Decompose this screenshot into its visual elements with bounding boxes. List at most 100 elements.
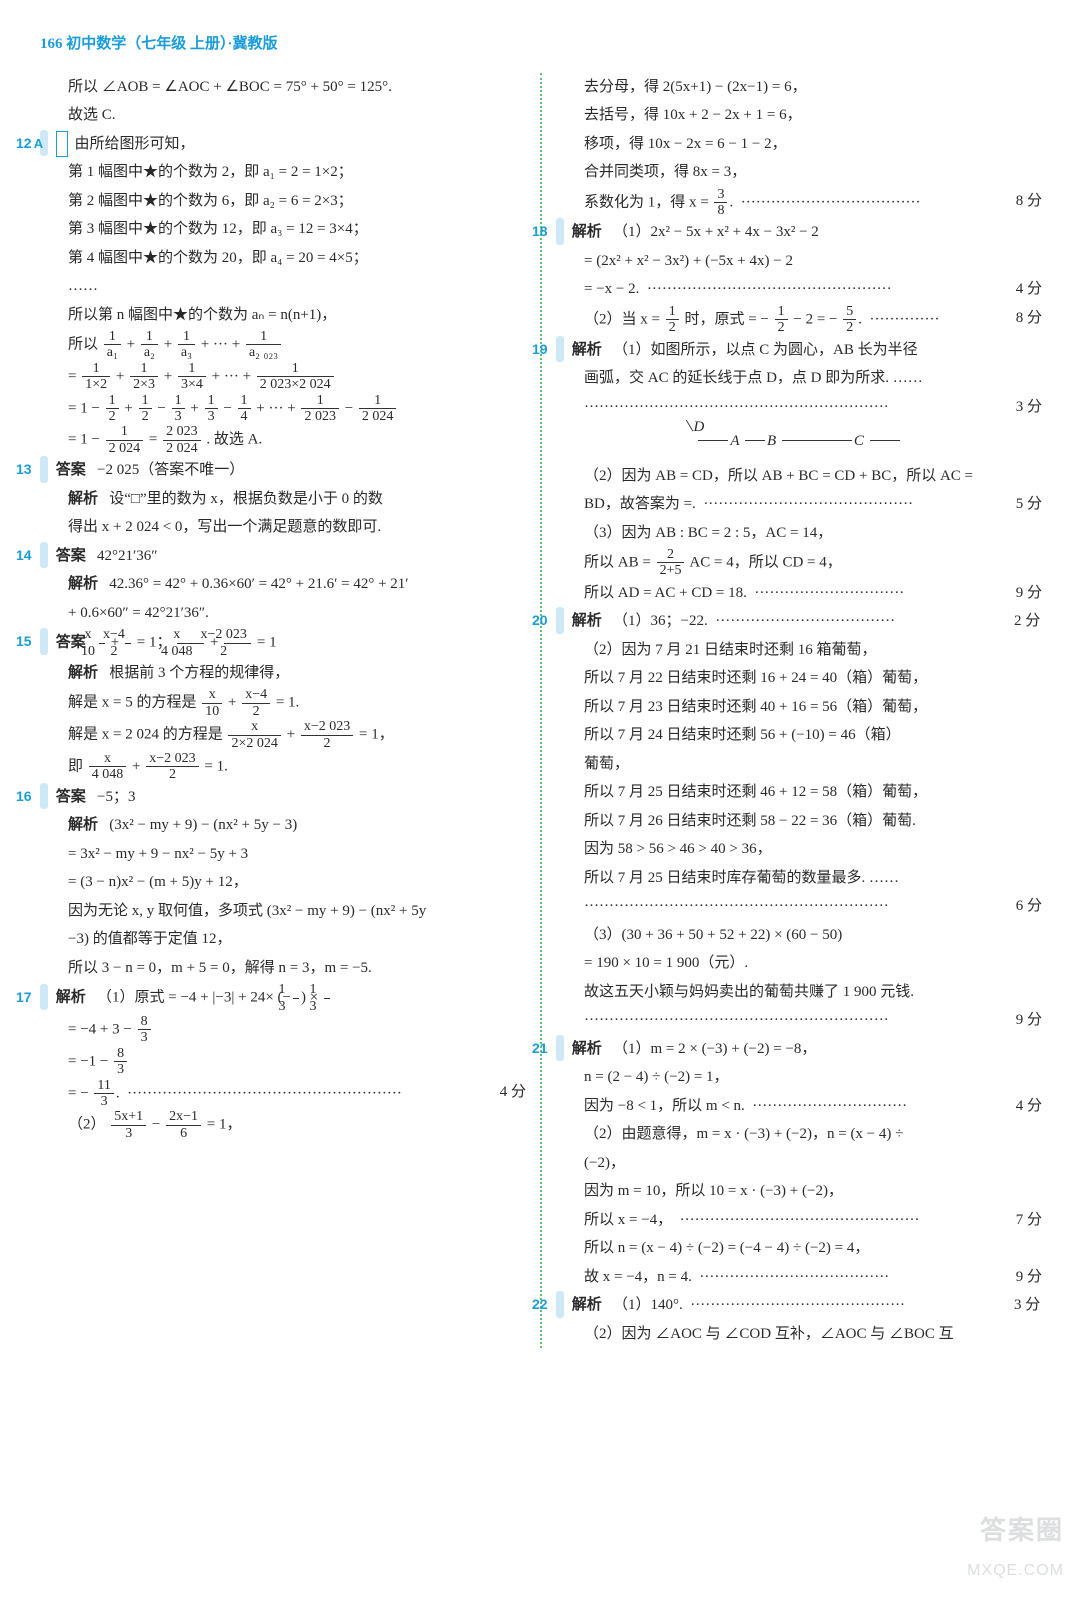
text-line: = 190 × 10 = 1 900（元）. xyxy=(556,949,1042,978)
score: 4 分 xyxy=(1016,275,1042,304)
text-line: 所以 7 月 22 日结束时还剩 16 + 24 = 40（箱）葡萄， xyxy=(556,664,1042,693)
text-line: 故 x = −4，n = 4. ························… xyxy=(556,1263,1042,1292)
text: 因为 −8 < 1，所以 m < n. xyxy=(584,1098,745,1114)
text: = xyxy=(149,432,161,448)
watermark-url: MXQE.COM xyxy=(967,1556,1064,1586)
text-line: 画弧，交 AC 的延长线于点 D，点 D 即为所求. …… xyxy=(556,364,1042,393)
text: 所以 x = −4， xyxy=(584,1212,672,1228)
text-line: BD，故答案为 =. ·····························… xyxy=(556,490,1042,519)
text-line: （3）因为 AB : BC = 2 : 5，AC = 14， xyxy=(556,519,1042,548)
question-number: 19 xyxy=(556,336,564,363)
formula-line: 所以 1a₁ + 1a₂ + 1a₃ + ··· + 1a₂ ₀₂₃ xyxy=(40,329,526,361)
text-line: 移项，得 10x − 2x = 6 − 1 − 2， xyxy=(556,130,1042,159)
text: = 1 − xyxy=(68,432,104,448)
q22: 22 解析 （1）140°. ·························… xyxy=(556,1291,1042,1320)
question-number: 21 xyxy=(556,1035,564,1062)
text: （1）如图所示，以点 C 为圆心，AB 长为半径 xyxy=(613,342,918,358)
question-number: 15 xyxy=(40,628,48,655)
text: 系数化为 1，得 x = xyxy=(584,194,712,210)
text: 所以 AD = AC + CD = 18. xyxy=(584,585,747,601)
formula-line: = −1 − 83 xyxy=(40,1046,526,1078)
question-number: 13 xyxy=(40,456,48,483)
formula-line: 解是 x = 5 的方程是 x10 + x−42 = 1. xyxy=(40,687,526,719)
question-number: 20 xyxy=(556,607,564,634)
text-line: 葡萄， xyxy=(556,750,1042,779)
text: 所以 xyxy=(68,336,102,352)
text: −2 025（答案不唯一） xyxy=(97,462,244,478)
answer-label: 答案 xyxy=(56,548,86,564)
text: BD，故答案为 =. xyxy=(584,496,696,512)
text: = −4 + 3 − xyxy=(68,1021,136,1037)
formula-line: 解是 x = 2 024 的方程是 x2×2 024 + x−2 0232 = … xyxy=(40,719,526,751)
score: 4 分 xyxy=(500,1078,526,1107)
text-line: （2）因为 7 月 21 日结束时还剩 16 箱葡萄， xyxy=(556,636,1042,665)
text-line: 因为 58 > 56 > 46 > 40 > 36， xyxy=(556,835,1042,864)
analysis-label: 解析 xyxy=(572,342,602,358)
formula-line: = 1 − 12 + 12 − 13 + 13 − 14 + ··· + 12 … xyxy=(40,393,526,425)
text-line: 第 3 幅图中★的个数为 12，即 a₃ = 12 = 3×4； xyxy=(40,215,526,244)
text-line: 第 2 幅图中★的个数为 6，即 a₂ = 6 = 2×3； xyxy=(40,187,526,216)
right-column: 去分母，得 2(5x+1) − (2x−1) = 6， 去括号，得 10x + … xyxy=(542,73,1042,1349)
formula-line: 即 x4 048 + x−2 0232 = 1. xyxy=(40,751,526,783)
text-line: + 0.6×60″ = 42°21′36″. xyxy=(40,599,526,628)
text-line: （2）因为 AB = CD，所以 AB + BC = CD + BC，所以 AC… xyxy=(556,462,1042,491)
question-number: 14 xyxy=(40,542,48,569)
score: 6 分 xyxy=(1016,892,1042,921)
answer-label: 答案 xyxy=(56,462,86,478)
text-line: = (2x² + x² − 3x²) + (−5x + 4x) − 2 xyxy=(556,247,1042,276)
text-line: 所以 ∠AOB = ∠AOC + ∠BOC = 75° + 50° = 125°… xyxy=(40,73,526,102)
text-line: ········································… xyxy=(556,1006,1042,1035)
text: − 2 = − xyxy=(793,311,841,327)
text: AC = 4，所以 CD = 4， xyxy=(689,554,841,570)
text-line: = (3 − n)x² − (m + 5)y + 12， xyxy=(40,868,526,897)
watermark-title: 答案圈 xyxy=(967,1506,1064,1555)
text-line: 所以 AD = AC + CD = 18. ··················… xyxy=(556,579,1042,608)
text-line: （2）由题意得，m = x · (−3) + (−2)，n = (x − 4) … xyxy=(556,1120,1042,1149)
text: 由所给图形可知， xyxy=(75,136,195,152)
text: （2）当 x = xyxy=(584,311,664,327)
analysis-label: 解析 xyxy=(572,1297,602,1313)
analysis-label: 解析 xyxy=(572,224,602,240)
text-line: 第 4 幅图中★的个数为 20，即 a₄ = 20 = 4×5； xyxy=(40,244,526,273)
text: （1）2x² − 5x + x² + 4x − 3x² − 2 xyxy=(613,224,819,240)
text-line: = −x − 2. ······························… xyxy=(556,275,1042,304)
geometry-figure: ⟍D A B C xyxy=(556,427,1042,456)
formula-line: （2）当 x = 12 时，原式 = − 12 − 2 = − 52. ····… xyxy=(556,304,1042,336)
text-line: 解析 42.36° = 42° + 0.36×60′ = 42° + 21.6′… xyxy=(40,570,526,599)
text: （1）m = 2 × (−3) + (−2) = −8， xyxy=(613,1041,816,1057)
score: 4 分 xyxy=(1016,1092,1042,1121)
text: （1）140°. xyxy=(613,1297,683,1313)
text-line: 故选 C. xyxy=(40,101,526,130)
analysis-label: 解析 xyxy=(572,613,602,629)
text-line: 得出 x + 2 024 < 0，写出一个满足题意的数即可. xyxy=(40,513,526,542)
text: 故 x = −4，n = 4. xyxy=(584,1269,692,1285)
text: = −1 − xyxy=(68,1053,112,1069)
text: 解是 x = 5 的方程是 xyxy=(68,695,200,711)
text-line: 因为无论 x, y 取何值，多项式 (3x² − my + 9) − (nx² … xyxy=(40,897,526,926)
question-number: 17 xyxy=(40,984,48,1011)
text-line: 所以 7 月 25 日结束时还剩 46 + 12 = 58（箱）葡萄， xyxy=(556,778,1042,807)
text-line: …… xyxy=(40,272,526,301)
text-line: 所以 7 月 23 日结束时还剩 40 + 16 = 56（箱）葡萄， xyxy=(556,693,1042,722)
text-line: 所以 x = −4， ·····························… xyxy=(556,1206,1042,1235)
text: 所以 AB = xyxy=(584,554,655,570)
text: 根据前 3 个方程的规律得， xyxy=(109,665,289,681)
text: 即 xyxy=(68,758,87,774)
text: (3x² − my + 9) − (nx² + 5y − 3) xyxy=(109,817,297,833)
text: −5；3 xyxy=(97,789,135,805)
q21: 21 解析 （1）m = 2 × (−3) + (−2) = −8， xyxy=(556,1035,1042,1064)
formula-line: 系数化为 1，得 x = 38. ·······················… xyxy=(556,187,1042,219)
text-line: ········································… xyxy=(556,393,1042,422)
text: 42.36° = 42° + 0.36×60′ = 42° + 21.6′ = … xyxy=(109,576,408,592)
text: 设“□”里的数为 x，根据负数是小于 0 的数 xyxy=(109,491,383,507)
watermark: 答案圈 MXQE.COM xyxy=(967,1506,1064,1586)
text-line: 故这五天小颖与妈妈卖出的葡萄共赚了 1 900 元钱. xyxy=(556,978,1042,1007)
score: 3 分 xyxy=(1016,393,1042,422)
question-number: 18 xyxy=(556,218,564,245)
q16: 16 答案 −5；3 xyxy=(40,783,526,812)
text: （2） xyxy=(68,1117,106,1133)
text-line: 所以 7 月 26 日结束时还剩 58 − 22 = 36（箱）葡萄. xyxy=(556,807,1042,836)
q17: 17 解析 （1）原式 = −4 + |−3| + 24× (−13) × 13 xyxy=(40,982,526,1014)
text-line: = 3x² − my + 9 − nx² − 5y + 3 xyxy=(40,840,526,869)
answer-box: A xyxy=(56,131,68,158)
